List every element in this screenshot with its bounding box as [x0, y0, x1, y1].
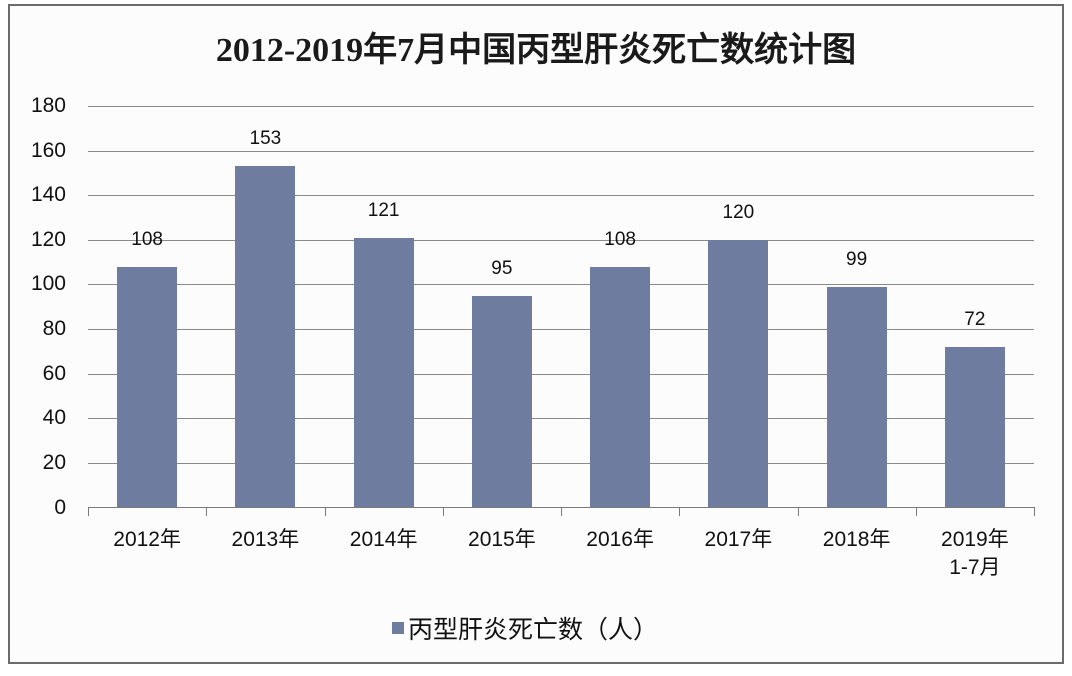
x-tick-mark — [915, 507, 917, 516]
bar — [117, 266, 178, 508]
x-tick-label: 2014年 — [349, 528, 418, 551]
chart-title: 2012-2019年7月中国丙型肝炎死亡数统计图 — [215, 32, 857, 69]
x-tick-mark — [206, 507, 208, 516]
y-tick-label: 20 — [42, 450, 66, 474]
x-tick-mark — [561, 507, 562, 516]
gridline — [88, 150, 1034, 152]
bar-value-label: 120 — [722, 201, 755, 223]
y-tick-label: 120 — [30, 227, 66, 251]
y-tick-label: 140 — [30, 183, 66, 207]
chart-frame — [8, 4, 1064, 664]
x-tick-mark — [324, 507, 326, 516]
legend: 丙型肝炎死亡数（人） — [392, 610, 658, 646]
y-tick-label: 0 — [54, 495, 66, 519]
x-tick-label: 2015年 — [468, 528, 536, 551]
bar — [944, 346, 1005, 508]
legend-label: 丙型肝炎死亡数（人） — [408, 616, 659, 644]
gridline — [88, 329, 1034, 331]
x-tick-label: 2019年 1-7月 — [941, 528, 1009, 579]
y-tick-label: 160 — [30, 138, 66, 162]
y-tick-label: 60 — [42, 361, 66, 385]
gridline — [88, 418, 1034, 420]
y-tick-label: 40 — [42, 406, 66, 430]
gridline — [88, 195, 1034, 197]
x-tick-mark — [797, 507, 799, 516]
plot-area — [88, 106, 1034, 508]
gridline — [88, 462, 1034, 464]
x-tick-label: 2012年 — [113, 528, 181, 551]
bar-value-label: 121 — [367, 199, 400, 221]
x-tick-mark — [1034, 507, 1035, 516]
gridline — [88, 284, 1034, 286]
x-tick-label: 2016年 — [586, 528, 654, 551]
bar-value-label: 108 — [604, 228, 636, 250]
bar — [826, 286, 887, 508]
bar — [471, 295, 532, 508]
y-tick-label: 180 — [30, 94, 66, 117]
x-tick-mark — [88, 507, 89, 516]
x-tick-label: 2017年 — [704, 528, 773, 551]
x-tick-label: 2018年 — [822, 528, 891, 551]
gridline — [88, 106, 1034, 107]
bar — [235, 166, 296, 508]
bar-value-label: 153 — [249, 128, 282, 150]
x-tick-mark — [442, 507, 444, 516]
bar-value-label: 72 — [964, 308, 986, 330]
x-tick-label: 2013年 — [231, 528, 300, 551]
bar — [590, 266, 651, 508]
y-tick-label: 80 — [42, 317, 66, 341]
gridline — [88, 373, 1034, 375]
bar — [708, 239, 769, 508]
bar-value-label: 108 — [131, 228, 163, 250]
bar-value-label: 95 — [491, 257, 513, 279]
x-tick-mark — [679, 507, 681, 516]
bar-value-label: 99 — [846, 248, 868, 270]
bar — [353, 237, 414, 508]
gridline — [88, 239, 1034, 241]
y-tick-label: 100 — [30, 272, 66, 296]
legend-swatch — [392, 622, 404, 634]
